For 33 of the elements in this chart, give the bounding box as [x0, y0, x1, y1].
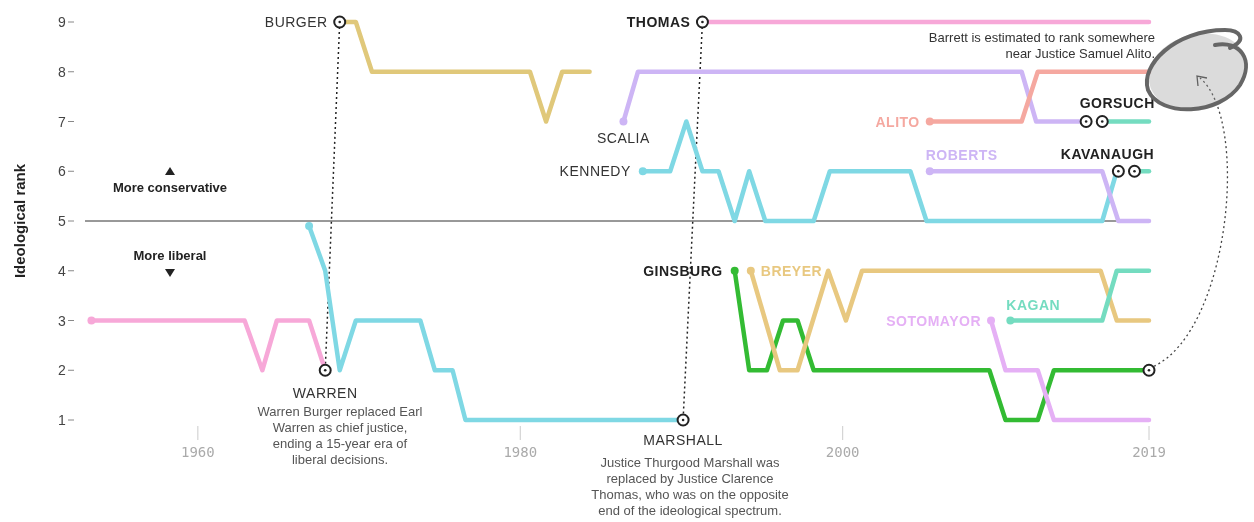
- y-tick-label: 2: [58, 362, 67, 379]
- x-tick-label: 2000: [825, 444, 860, 460]
- series-label: WARREN: [292, 385, 358, 402]
- y-tick-label: 9: [58, 14, 67, 30]
- series-label: THOMAS: [626, 14, 691, 30]
- series-label: SCALIA: [597, 129, 650, 146]
- annotation: More conservative: [112, 180, 228, 195]
- y-tick-label: 3: [58, 312, 67, 329]
- series-label: KENNEDY: [559, 163, 631, 180]
- x-tick-label: 1980: [503, 444, 538, 460]
- series-label: GORSUCH: [1079, 94, 1155, 111]
- series-label: BREYER: [760, 262, 823, 279]
- y-axis-title: Ideological rank: [11, 163, 28, 279]
- y-tick-label: 8: [58, 63, 67, 80]
- series-label: BURGER: [264, 14, 328, 30]
- annotation: Barrett is estimated to rank somewhere near Justice Samuel Alito.: [928, 30, 1155, 61]
- y-tick-label: 5: [58, 213, 67, 229]
- series-label: MARSHALL: [643, 432, 723, 448]
- annotation: Warren Burger replaced Earl Warren as chief justice, ending a 15-year era of liberal decisions.: [257, 404, 423, 467]
- y-tick-label: 1: [58, 412, 67, 428]
- series-label: KAGAN: [1006, 296, 1061, 313]
- series-label: SOTOMAYOR: [886, 312, 982, 329]
- x-tick-label: 2019: [1132, 444, 1166, 460]
- annotation: More liberal: [133, 248, 207, 263]
- y-tick-label: 6: [58, 163, 67, 180]
- x-tick-label: 1960: [180, 444, 215, 460]
- series-label: ROBERTS: [925, 147, 998, 164]
- series-label: KAVANAUGH: [1060, 146, 1155, 163]
- y-tick-label: 7: [58, 113, 67, 130]
- series-label: GINSBURG: [643, 262, 723, 279]
- text: Justice Thurgood Marshall was replaced by Justice Clarence Thomas, who was on the opposite end of the ideological spectrum.: [591, 455, 789, 518]
- y-tick-label: 4: [58, 262, 67, 279]
- series-label: ALITO: [875, 113, 920, 130]
